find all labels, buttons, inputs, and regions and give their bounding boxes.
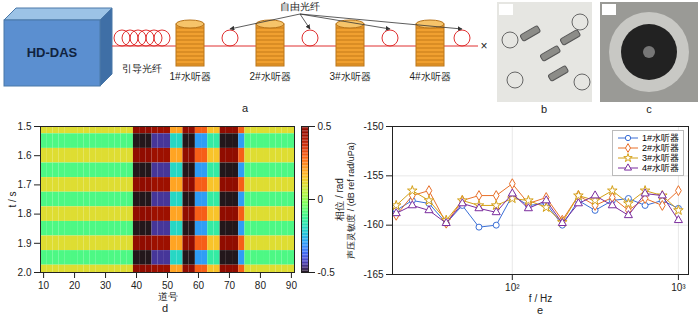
svg-text:声压灵敏度 / (dB ref rad/uPa): 声压灵敏度 / (dB ref rad/uPa) [346,142,356,259]
svg-text:道号: 道号 [158,291,178,302]
svg-text:1.8: 1.8 [18,208,32,219]
svg-text:10: 10 [38,280,50,291]
html-text:d: d [161,302,169,314]
svg-text:-0.5: -0.5 [318,267,336,278]
svg-text:1.9: 1.9 [18,238,32,249]
svg-text:40: 40 [131,280,143,291]
svg-text:20: 20 [69,280,81,291]
html-text:3#水听器: 3#水听器 [642,153,679,163]
html-text:e: e [536,304,544,316]
svg-text:80: 80 [255,280,267,291]
svg-text:×: × [480,39,487,53]
svg-text:f / Hz: f / Hz [529,293,552,304]
svg-text:0.5: 0.5 [318,121,332,132]
svg-text:2#水听器: 2#水听器 [249,71,290,82]
svg-text:3#水听器: 3#水听器 [329,71,370,82]
svg-text:50: 50 [162,280,174,291]
svg-text:1.5: 1.5 [18,121,32,132]
svg-text:t / s: t / s [7,191,18,207]
svg-text:30: 30 [100,280,112,291]
svg-text:70: 70 [224,280,236,291]
svg-text:1.6: 1.6 [18,150,32,161]
svg-text:10²: 10² [505,282,520,293]
html-text:1#水听器: 1#水听器 [642,133,679,143]
svg-text:-155: -155 [363,170,383,181]
svg-text:相位 / rad: 相位 / rad [334,178,345,221]
svg-text:10³: 10³ [671,282,686,293]
svg-text:4#水听器: 4#水听器 [409,71,450,82]
svg-text:a: a [242,102,249,114]
svg-text:-150: -150 [363,121,383,132]
svg-text:0: 0 [318,194,324,205]
svg-text:60: 60 [193,280,205,291]
svg-text:b: b [541,103,547,115]
svg-text:-165: -165 [363,269,383,280]
svg-text:自由光纤: 自由光纤 [280,1,320,12]
svg-text:HD-DAS: HD-DAS [27,45,78,60]
html-text:4#水听器: 4#水听器 [642,163,679,173]
svg-text:引导光纤: 引导光纤 [122,63,162,74]
svg-text:2.0: 2.0 [18,267,32,278]
svg-text:90: 90 [286,280,298,291]
svg-text:-160: -160 [363,219,383,230]
html-text:2#水听器: 2#水听器 [642,143,679,153]
svg-text:c: c [646,103,652,115]
svg-text:1#水听器: 1#水听器 [169,71,210,82]
svg-text:1.7: 1.7 [18,179,32,190]
